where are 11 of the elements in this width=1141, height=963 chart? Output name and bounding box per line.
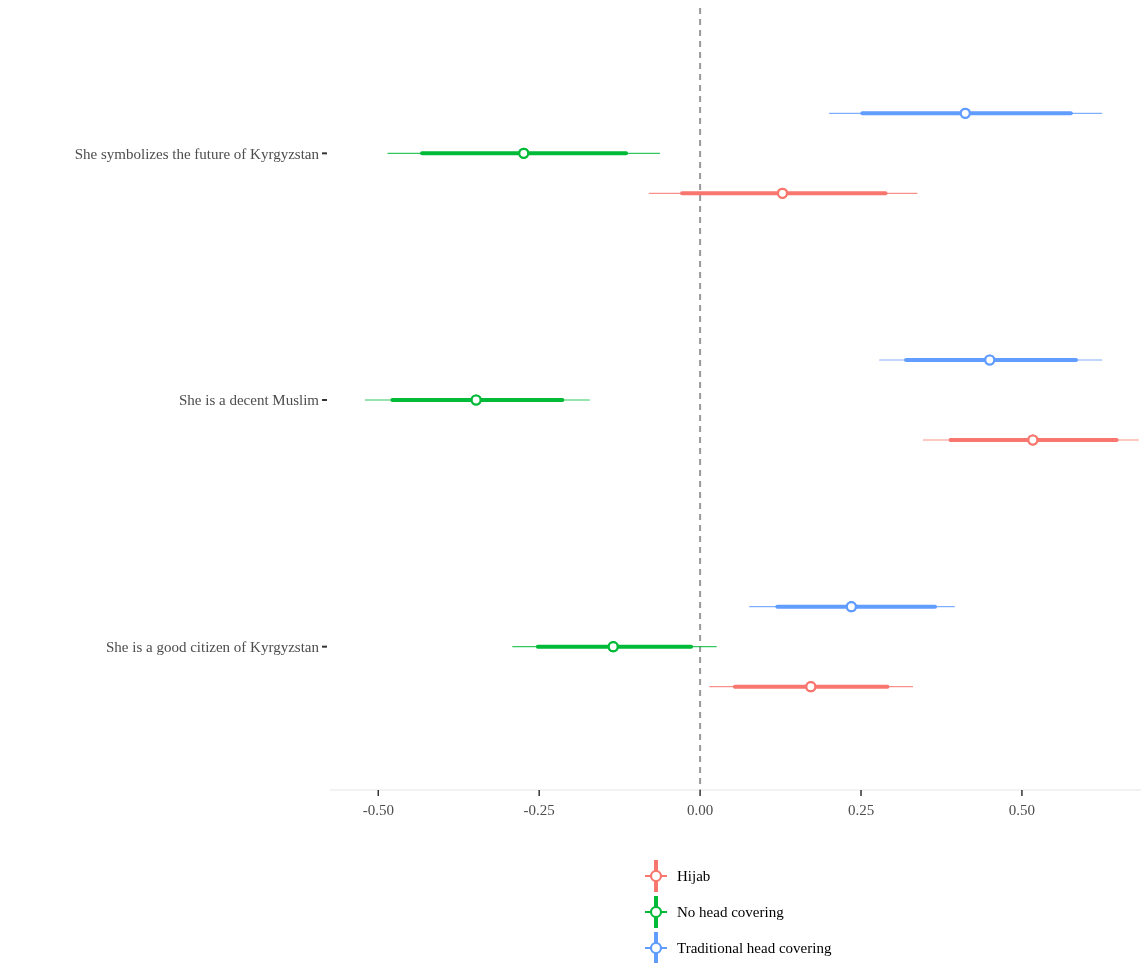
legend-label: Traditional head covering: [677, 940, 832, 957]
x-tick-label: 0.00: [686, 802, 714, 818]
x-tick-label: 0.50: [1008, 802, 1036, 818]
y-tick-label: She is a decent Muslim: [179, 392, 320, 409]
x-tick-label: 0.25: [847, 802, 875, 818]
y-tick-label: She is a good citizen of Kyrgyzstan: [105, 638, 320, 655]
y-tick-label: She symbolizes the future of Kyrgyzstan: [74, 145, 320, 162]
x-tick-label: -0.25: [523, 802, 555, 818]
x-tick-label: -0.50: [362, 802, 394, 818]
legend-label: No head covering: [677, 904, 785, 921]
legend-label: Hijab: [677, 868, 711, 885]
